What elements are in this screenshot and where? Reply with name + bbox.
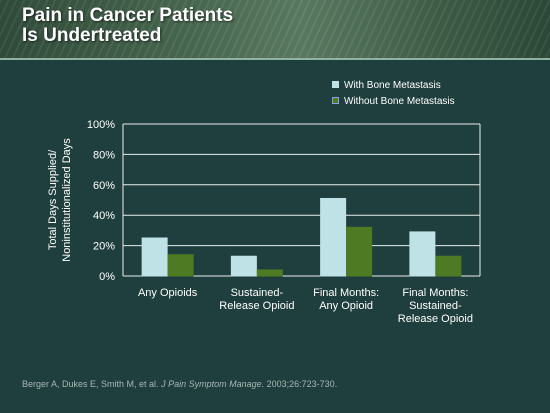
y-axis-title-line: Noninstitutionalized Days (61, 138, 73, 262)
slide-title: Pain in Cancer Patients Is Undertreated (22, 6, 233, 46)
x-tick-label: Sustained-Release Opioid (219, 287, 294, 312)
x-tick-label-line: Any Opioid (319, 300, 373, 312)
bar-with-bone-metastasis (230, 255, 257, 277)
citation: Berger A, Dukes E, Smith M, et al. J Pai… (22, 379, 337, 389)
citation-journal: J Pain Symptom Manage (161, 379, 262, 389)
bar-without-bone-metastasis (346, 226, 373, 277)
legend-label: Without Bone Metastasis (344, 96, 455, 107)
y-tick-label: 40% (93, 210, 115, 222)
legend-swatch-without-bone-metastasis (332, 97, 339, 104)
x-tick-label-line: Sustained- (409, 300, 462, 312)
x-tick-label: Any Opioids (138, 287, 198, 299)
bar-without-bone-metastasis (256, 269, 283, 277)
x-tick-label-line: Any Opioids (138, 287, 198, 299)
bar-without-bone-metastasis (435, 255, 462, 277)
y-axis-title-line: Total Days Supplied/ (47, 149, 59, 250)
bar-with-bone-metastasis (409, 231, 436, 277)
title-line-1: Pain in Cancer Patients (22, 5, 234, 26)
header-texture (0, 0, 550, 58)
y-tick-label: 20% (93, 241, 115, 253)
slide-header (0, 0, 550, 58)
y-tick-label: 80% (93, 149, 115, 161)
y-tick-label: 60% (93, 180, 115, 192)
title-line-2: Is Undertreated (22, 25, 162, 46)
x-tick-label: Final Months: Sustained-Release Opioid (398, 287, 473, 325)
header-rule (0, 58, 550, 60)
bar-without-bone-metastasis (167, 254, 194, 277)
x-tick-label-line: Final Months: (402, 287, 468, 299)
x-tick-label: Final Months: Any Opioid (313, 287, 379, 312)
x-tick-label-line: Final Months: (313, 287, 379, 299)
bar-with-bone-metastasis (320, 197, 347, 277)
x-tick-label-line: Release Opioid (219, 300, 294, 312)
bar-with-bone-metastasis (141, 237, 168, 277)
x-tick-label-line: Release Opioid (398, 313, 473, 325)
y-tick-label: 100% (87, 119, 115, 131)
x-tick-label-line: Sustained- (231, 287, 284, 299)
citation-details: . 2003;26:723-730. (261, 379, 338, 389)
legend-label: With Bone Metastasis (344, 80, 441, 91)
y-axis-title: Total Days Supplied/Noninstitutionalized… (47, 138, 73, 262)
y-tick-label: 0% (99, 271, 115, 283)
citation-authors: Berger A, Dukes E, Smith M, et al. (22, 379, 159, 389)
legend-swatch-with-bone-metastasis (332, 81, 339, 88)
